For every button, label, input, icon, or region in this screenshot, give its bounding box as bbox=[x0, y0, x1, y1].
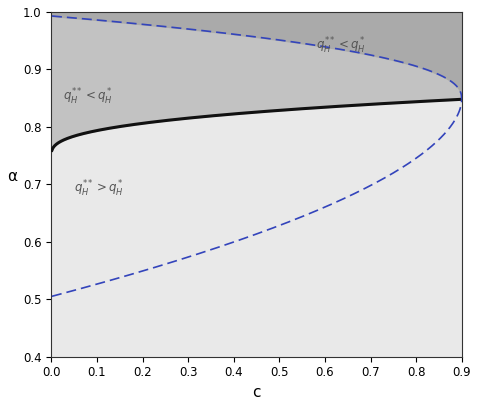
Text: $q_H^{**} > q_H^*$: $q_H^{**} > q_H^*$ bbox=[74, 179, 124, 199]
X-axis label: c: c bbox=[252, 385, 261, 400]
Y-axis label: α: α bbox=[7, 169, 17, 184]
Text: $q_H^{**} < q_H^*$: $q_H^{**} < q_H^*$ bbox=[316, 35, 366, 55]
Text: $q_H^{**} < q_H^*$: $q_H^{**} < q_H^*$ bbox=[63, 87, 113, 107]
